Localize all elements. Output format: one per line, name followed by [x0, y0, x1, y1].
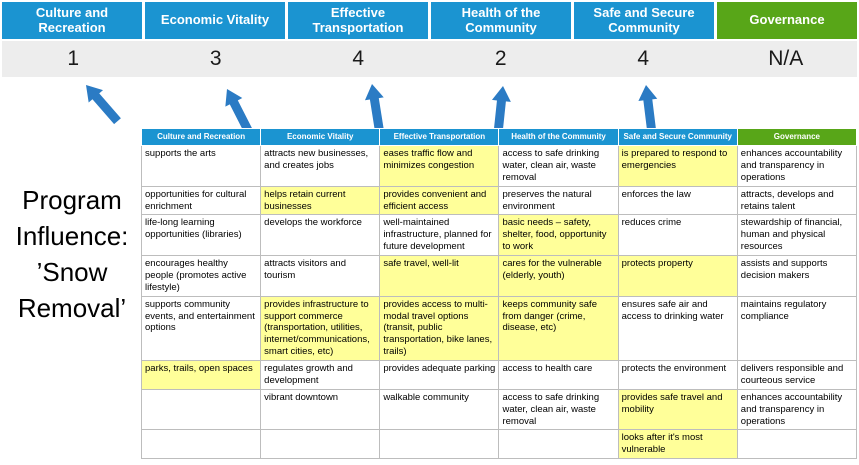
matrix-cell-r2-c6: attracts, develops and retains talent [736, 185, 858, 216]
matrix-cell-r2-c5: enforces the law [617, 185, 738, 216]
matrix-cell-r6-c4: access to health care [498, 360, 619, 390]
matrix-cell-r8-c3 [379, 429, 500, 460]
matrix-cell-r7-c2: vibrant downtown [260, 388, 381, 431]
score-value-governance: N/A [768, 47, 804, 70]
matrix-header-row: Culture and Recreation Economic Vitality E… [140, 128, 858, 146]
matrix-cell-r2-c3: provides convenient and efficient access [379, 185, 500, 216]
matrix-cell-r3-c6: stewardship of financial, human and phys… [736, 214, 858, 256]
matrix-row-3: life-long learning opportunities (librar… [140, 214, 858, 256]
score-header-health-of-the-community: Health of the Community [431, 2, 571, 39]
matrix-cell-r5-c2: provides infrastructure to support comme… [260, 295, 381, 362]
matrix-cell-r4-c4: cares for the vulnerable (elderly, youth… [498, 255, 619, 297]
matrix-cell-r8-c4 [498, 429, 619, 460]
matrix-cell-r5-c3: provides access to multi-modal travel op… [379, 295, 500, 362]
matrix-cell-r7-c6: enhances accountability and transparency… [736, 388, 858, 431]
matrix-cell-r1-c1: supports the arts [140, 145, 262, 187]
scoreboard-header-row: Culture and Recreation Economic Vitality… [2, 2, 857, 39]
matrix-cell-r8-c5: looks after it's most vulnerable [617, 429, 738, 460]
matrix-cell-r8-c6 [736, 429, 858, 460]
matrix-cell-r1-c3: eases traffic flow and minimizes congest… [379, 145, 500, 187]
matrix-cell-r8-c1 [140, 429, 262, 460]
score-header-effective-transportation: Effective Transportation [288, 2, 428, 39]
matrix-cell-r5-c6: maintains regulatory compliance [736, 295, 858, 362]
matrix-row-7: vibrant downtown walkable community access… [140, 388, 858, 431]
matrix-cell-r1-c5: is prepared to respond to emergencies [617, 145, 738, 187]
scoreboard: Culture and Recreation Economic Vitality… [2, 2, 857, 77]
matrix-row-8: looks after it's most vulnerable [140, 429, 858, 460]
matrix-cell-r6-c6: delivers responsible and courteous servi… [736, 360, 858, 390]
matrix-cell-r6-c3: provides adequate parking [379, 360, 500, 390]
matrix-row-6: parks, trails, open spaces regulates grow… [140, 360, 858, 390]
matrix-cell-r1-c6: enhances accountability and transparency… [736, 145, 858, 187]
matrix-cell-r5-c5: ensures safe air and access to drinking … [617, 295, 738, 362]
matrix-cell-r6-c2: regulates growth and development [260, 360, 381, 390]
score-value-culture-and-recreation: 1 [67, 47, 80, 70]
matrix-cell-r7-c3: walkable community [379, 388, 500, 431]
score-value-safe-and-secure-community: 4 [637, 47, 650, 70]
score-value-health-of-the-community: 2 [494, 47, 507, 70]
matrix-cell-r2-c2: helps retain current businesses [260, 185, 381, 216]
matrix-cell-r3-c3: well-maintained infrastructure, planned … [379, 214, 500, 256]
matrix-cell-r7-c4: access to safe drinking water, clean air… [498, 388, 619, 431]
influence-matrix: Culture and Recreation Economic Vitality E… [140, 128, 858, 460]
matrix-row-2: opportunities for cultural enrichment hel… [140, 185, 858, 216]
matrix-row-1: supports the arts attracts new businesses… [140, 145, 858, 187]
program-influence-label: Program Influence: ’Snow Removal’ [15, 185, 129, 323]
matrix-cell-r2-c4: preserves the natural environment [498, 185, 619, 216]
matrix-cell-r5-c4: keeps community safe from danger (crime,… [498, 295, 619, 362]
up-arrow-icon-3 [364, 84, 384, 133]
matrix-cell-r3-c4: basic needs – safety, shelter, food, opp… [498, 214, 619, 256]
matrix-cell-r4-c3: safe travel, well-lit [379, 255, 500, 297]
matrix-cell-r3-c1: life-long learning opportunities (librar… [140, 214, 262, 256]
matrix-row-5: supports community events, and entertain… [140, 295, 858, 362]
matrix-row-4: encourages healthy people (promotes acti… [140, 255, 858, 297]
up-arrow-icon-1 [86, 85, 121, 125]
matrix-cell-r8-c2 [260, 429, 381, 460]
matrix-cell-r2-c1: opportunities for cultural enrichment [140, 185, 262, 216]
matrix-cell-r5-c1: supports community events, and entertain… [140, 295, 262, 362]
matrix-cell-r1-c4: access to safe drinking water, clean air… [498, 145, 619, 187]
matrix-cell-r7-c5: provides safe travel and mobility [617, 388, 738, 431]
matrix-cell-r4-c5: protects property [617, 255, 738, 297]
matrix-cell-r4-c6: assists and supports decision makers [736, 255, 858, 297]
up-arrow-icon-5 [638, 85, 658, 134]
score-value-economic-vitality: 3 [209, 47, 222, 70]
matrix-header-economic-vitality: Economic Vitality [260, 128, 381, 146]
matrix-header-governance: Governance [736, 128, 858, 146]
matrix-cell-r3-c5: reduces crime [617, 214, 738, 256]
score-value-effective-transportation: 4 [352, 47, 365, 70]
matrix-cell-r6-c1: parks, trails, open spaces [140, 360, 262, 390]
matrix-header-effective-transportation: Effective Transportation [379, 128, 500, 146]
matrix-cell-r4-c1: encourages healthy people (promotes acti… [140, 255, 262, 297]
score-header-culture-and-recreation: Culture and Recreation [2, 2, 142, 39]
matrix-cell-r1-c2: attracts new businesses, and creates job… [260, 145, 381, 187]
matrix-header-culture-and-recreation: Culture and Recreation [140, 128, 262, 146]
score-header-safe-and-secure-community: Safe and Secure Community [574, 2, 714, 39]
matrix-cell-r7-c1 [140, 388, 262, 431]
matrix-cell-r6-c5: protects the environment [617, 360, 738, 390]
matrix-cell-r4-c2: attracts visitors and tourism [260, 255, 381, 297]
score-header-economic-vitality: Economic Vitality [145, 2, 285, 39]
matrix-header-safe-and-secure-community: Safe and Secure Community [617, 128, 738, 146]
matrix-header-health-of-the-community: Health of the Community [498, 128, 619, 146]
score-header-governance: Governance [717, 2, 857, 39]
matrix-cell-r3-c2: develops the workforce [260, 214, 381, 256]
scoreboard-value-row: 1 3 4 2 4 N/A [2, 41, 857, 77]
